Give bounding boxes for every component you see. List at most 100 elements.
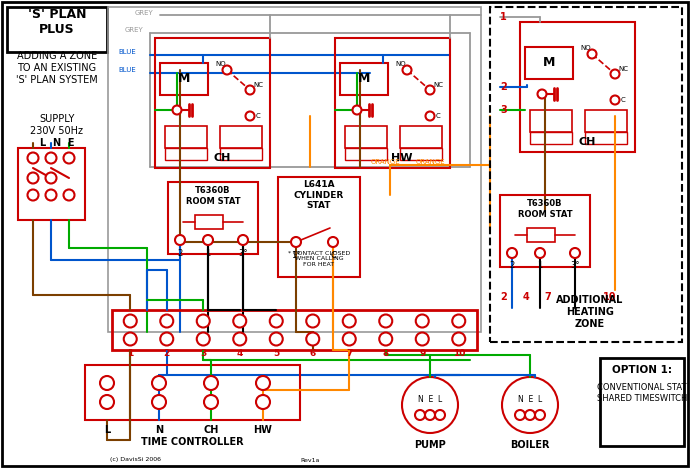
Circle shape bbox=[353, 105, 362, 115]
Circle shape bbox=[416, 314, 428, 328]
Text: 3°: 3° bbox=[570, 262, 580, 271]
Circle shape bbox=[152, 376, 166, 390]
Circle shape bbox=[124, 314, 137, 328]
Text: L: L bbox=[104, 425, 110, 435]
Circle shape bbox=[233, 332, 246, 345]
Text: C: C bbox=[435, 113, 440, 119]
Text: HW: HW bbox=[253, 425, 273, 435]
Text: 1°: 1° bbox=[291, 251, 301, 261]
Circle shape bbox=[425, 410, 435, 420]
Circle shape bbox=[502, 377, 558, 433]
Bar bbox=[520, 22, 635, 152]
Bar bbox=[345, 148, 387, 160]
Circle shape bbox=[270, 332, 283, 345]
Circle shape bbox=[175, 235, 185, 245]
Bar bbox=[335, 38, 450, 168]
Bar bbox=[400, 148, 442, 160]
Bar bbox=[165, 126, 207, 148]
Bar bbox=[112, 310, 477, 350]
Circle shape bbox=[515, 410, 525, 420]
Text: CH: CH bbox=[213, 153, 230, 163]
Text: 4: 4 bbox=[522, 292, 529, 302]
Circle shape bbox=[525, 410, 535, 420]
Text: SUPPLY
230V 50Hz: SUPPLY 230V 50Hz bbox=[30, 114, 83, 136]
Circle shape bbox=[246, 111, 255, 120]
Circle shape bbox=[570, 248, 580, 258]
Text: 2: 2 bbox=[177, 249, 183, 257]
Bar bbox=[155, 38, 270, 168]
Text: 1: 1 bbox=[500, 12, 506, 22]
Text: 5: 5 bbox=[273, 350, 279, 358]
Text: ORANGE: ORANGE bbox=[371, 159, 400, 165]
Text: (c) DavisSi 2006: (c) DavisSi 2006 bbox=[110, 458, 161, 462]
Text: 10: 10 bbox=[603, 292, 617, 302]
Text: C: C bbox=[620, 97, 625, 103]
Text: T6360B
ROOM STAT: T6360B ROOM STAT bbox=[518, 199, 572, 219]
Circle shape bbox=[538, 89, 546, 98]
Text: HW: HW bbox=[391, 153, 413, 163]
Bar bbox=[168, 182, 258, 254]
Bar bbox=[18, 148, 85, 220]
Circle shape bbox=[611, 70, 620, 79]
Text: BLUE: BLUE bbox=[118, 49, 136, 55]
Circle shape bbox=[172, 105, 181, 115]
Circle shape bbox=[246, 86, 255, 95]
Circle shape bbox=[435, 410, 445, 420]
Bar bbox=[527, 228, 555, 242]
Text: 10: 10 bbox=[453, 350, 465, 358]
Text: 2: 2 bbox=[164, 350, 170, 358]
Text: N: N bbox=[155, 425, 163, 435]
Text: N  E  L: N E L bbox=[418, 395, 442, 404]
Text: NO: NO bbox=[395, 61, 406, 67]
Circle shape bbox=[46, 173, 57, 183]
Circle shape bbox=[204, 376, 218, 390]
Circle shape bbox=[28, 190, 39, 200]
Circle shape bbox=[46, 190, 57, 200]
Text: Rev1a: Rev1a bbox=[300, 458, 319, 462]
Text: 2: 2 bbox=[509, 262, 515, 271]
Text: GREY: GREY bbox=[125, 27, 144, 33]
Text: 1: 1 bbox=[206, 249, 210, 257]
Text: C: C bbox=[330, 251, 336, 261]
Circle shape bbox=[452, 314, 465, 328]
Circle shape bbox=[426, 86, 435, 95]
Text: 9: 9 bbox=[419, 350, 426, 358]
Circle shape bbox=[270, 314, 283, 328]
Circle shape bbox=[402, 377, 458, 433]
Text: NC: NC bbox=[618, 66, 628, 72]
Circle shape bbox=[197, 332, 210, 345]
Circle shape bbox=[28, 173, 39, 183]
Text: 2: 2 bbox=[500, 82, 506, 92]
Text: NC: NC bbox=[253, 82, 263, 88]
Circle shape bbox=[426, 111, 435, 120]
Text: * CONTACT CLOSED
WHEN CALLING
FOR HEAT: * CONTACT CLOSED WHEN CALLING FOR HEAT bbox=[288, 251, 350, 267]
Text: 3: 3 bbox=[200, 350, 206, 358]
Text: TIME CONTROLLER: TIME CONTROLLER bbox=[141, 437, 244, 447]
Circle shape bbox=[203, 235, 213, 245]
Bar bbox=[400, 126, 442, 148]
Bar bbox=[278, 177, 360, 277]
Circle shape bbox=[204, 395, 218, 409]
Text: CH: CH bbox=[578, 137, 595, 147]
Bar bbox=[165, 148, 207, 160]
Circle shape bbox=[233, 314, 246, 328]
Bar bbox=[490, 7, 682, 342]
Text: ORANGE: ORANGE bbox=[415, 159, 445, 165]
Circle shape bbox=[100, 376, 114, 390]
Bar bbox=[585, 110, 627, 132]
Bar bbox=[340, 63, 388, 95]
Text: M: M bbox=[358, 73, 371, 86]
Text: 6: 6 bbox=[310, 350, 316, 358]
Bar bbox=[530, 110, 572, 132]
Bar bbox=[160, 63, 208, 95]
Text: 7: 7 bbox=[544, 292, 551, 302]
Text: NC: NC bbox=[433, 82, 443, 88]
Text: CONVENTIONAL STAT
SHARED TIMESWITCH: CONVENTIONAL STAT SHARED TIMESWITCH bbox=[597, 383, 687, 402]
Bar bbox=[500, 195, 590, 267]
Circle shape bbox=[380, 332, 392, 345]
Text: 1: 1 bbox=[127, 350, 133, 358]
Bar bbox=[220, 126, 262, 148]
Bar bbox=[345, 126, 387, 148]
Circle shape bbox=[507, 248, 517, 258]
Circle shape bbox=[160, 332, 173, 345]
